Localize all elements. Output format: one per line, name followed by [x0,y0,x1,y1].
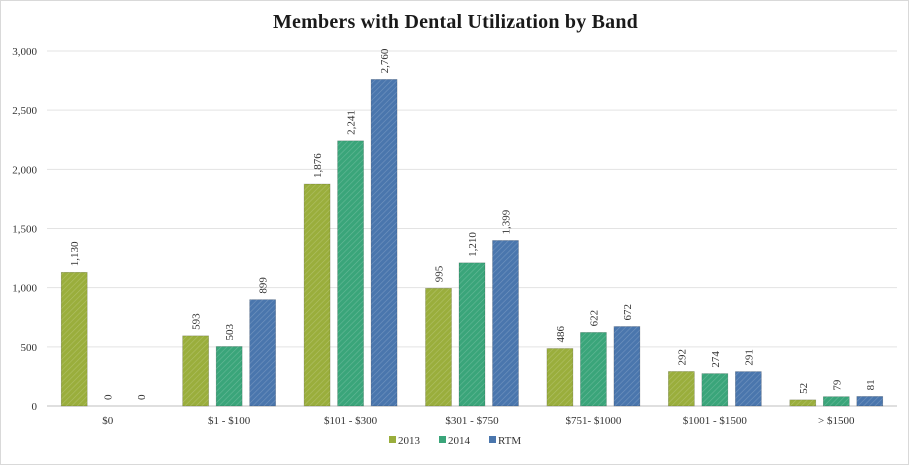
bar-RTM [249,299,276,407]
y-tick-label: 3,000 [12,46,37,58]
x-axis-ticks: $0 $1 - $100 $101 - $300 $301 - $750 $751- $… [102,415,855,427]
x-tick-label: $101 - $300 [324,415,378,427]
bar-hatch [182,335,209,406]
chart-title: Members with Dental Utilization by Band [272,11,639,33]
data-labels: 1,130 0 0 593 503 899 1,876 2,241 2,760 995 1,210 1… [69,48,877,400]
legend-label: 2013 [398,435,421,447]
bar-hatch [371,79,398,407]
legend: 2013 2014 RTM [389,435,521,447]
bar-2013 [668,371,695,407]
data-label: 81 [865,379,877,390]
y-tick-label: 1,000 [12,283,37,295]
data-label: 0 [136,394,148,400]
bar-hatch [216,346,243,406]
bar-2014 [701,373,729,407]
legend-swatch [439,436,446,443]
data-label: 2,241 [346,110,358,135]
bar-RTM [613,326,641,407]
bar-hatch [580,332,607,406]
bar-2013 [425,287,452,407]
bar-2014 [337,140,364,407]
data-label: 622 [588,310,600,327]
bar-2013 [789,399,817,407]
bar-RTM [735,371,762,407]
data-label: 292 [676,349,688,366]
bar-2014 [580,332,607,407]
data-label: 1,130 [69,241,81,266]
bar-2014 [822,396,850,407]
bar-hatch [459,262,485,406]
bar-hatch [425,288,452,406]
data-label: 995 [434,265,446,282]
x-tick-label: $0 [102,415,114,427]
data-label: 79 [831,379,843,391]
legend-item-2014: 2014 [439,435,471,447]
legend-swatch [489,436,496,443]
bar-hatch [701,373,728,406]
data-label: 1,399 [501,209,513,234]
legend-label: 2014 [448,435,471,447]
x-tick-label: $1001 - $1500 [683,415,748,427]
data-label: 503 [224,323,236,340]
bars [60,79,884,407]
data-label: 1,210 [467,232,479,257]
data-label: 2,760 [379,48,391,73]
data-label: 672 [622,304,634,321]
y-tick-label: 2,000 [12,164,37,176]
bar-hatch [735,371,762,406]
bar-hatch [613,326,640,406]
x-tick-label: > $1500 [818,415,855,427]
bar-RTM [492,240,519,407]
y-axis-ticks: 0 500 1,000 1,500 2,000 2,500 3,000 [12,46,37,413]
bar-hatch [546,348,573,406]
x-tick-label: $751- $1000 [565,415,621,427]
bar-2013 [60,271,88,407]
bar-hatch [492,240,519,406]
data-label: 1,876 [312,153,324,178]
x-tick-label: $1 - $100 [208,415,251,427]
bar-hatch [789,399,816,406]
bar-2013 [546,348,574,407]
y-tick-label: 0 [32,401,38,413]
y-tick-label: 1,500 [12,224,37,236]
data-label: 899 [258,277,270,294]
bar-RTM [370,79,398,407]
data-label: 274 [710,351,722,368]
y-tick-label: 500 [21,342,38,354]
data-label: 593 [191,313,203,330]
bar-hatch [337,140,364,406]
x-tick-label: $301 - $750 [445,415,499,427]
legend-swatch [389,436,396,443]
legend-item-RTM: RTM [489,435,521,447]
bar-hatch [823,396,850,406]
bar-hatch [668,371,695,406]
data-label: 0 [103,394,115,400]
bar-hatch [61,272,88,406]
bar-2014 [458,262,486,407]
bar-hatch [304,184,331,406]
bar-2013 [303,183,331,407]
bar-RTM [856,396,884,407]
y-tick-label: 2,500 [12,105,37,117]
legend-item-2013: 2013 [389,435,421,447]
bar-hatch [249,299,276,406]
data-label: 52 [798,383,810,394]
bar-2014 [215,346,243,407]
bar-2013 [182,335,209,407]
data-label: 486 [555,325,567,342]
data-label: 291 [743,349,755,366]
bar-hatch [856,396,883,406]
legend-label: RTM [498,435,521,447]
